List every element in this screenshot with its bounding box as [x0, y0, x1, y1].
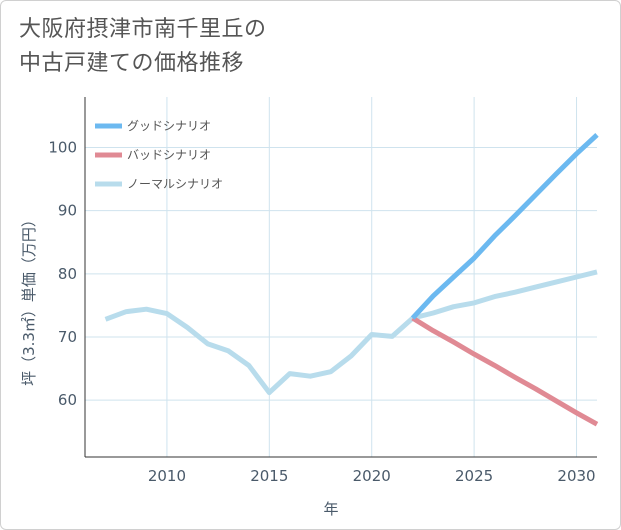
x-tick-label-2020: 2020: [353, 467, 391, 485]
x-axis-title: 年: [323, 500, 338, 518]
chart-title-line2: 中古戸建ての価格推移: [19, 51, 245, 76]
tick-labels: 2010 2015 2020 2025 2030 60 70 80 90 100: [48, 139, 595, 485]
series-layer: [104, 133, 599, 427]
series-line-bad: [411, 315, 599, 427]
y-tick-label-70: 70: [58, 328, 77, 346]
x-tick-label-2010: 2010: [148, 467, 186, 485]
series-line-good: [410, 133, 599, 320]
y-tick-label-90: 90: [58, 202, 77, 220]
legend-label-good: グッドシナリオ: [127, 119, 211, 133]
x-tick-label-2015: 2015: [250, 467, 288, 485]
y-tick-label-80: 80: [58, 265, 77, 283]
legend-label-normal: ノーマルシナリオ: [127, 177, 223, 191]
y-tick-label-100: 100: [48, 139, 77, 157]
axes: [84, 97, 597, 458]
legend-label-bad: バッドシナリオ: [127, 148, 211, 162]
y-axis-title: 坪（3.3㎡）単価（万円）: [20, 212, 38, 386]
chart-title-line1: 大阪府摂津市南千里丘の: [19, 17, 267, 42]
series-line-normal: [104, 269, 598, 396]
y-tick-label-60: 60: [58, 391, 77, 409]
chart-title: 大阪府摂津市南千里丘の 中古戸建ての価格推移: [19, 13, 267, 81]
x-tick-label-2025: 2025: [455, 467, 493, 485]
x-tick-label-2030: 2030: [557, 467, 595, 485]
grid-lines: [85, 97, 597, 457]
